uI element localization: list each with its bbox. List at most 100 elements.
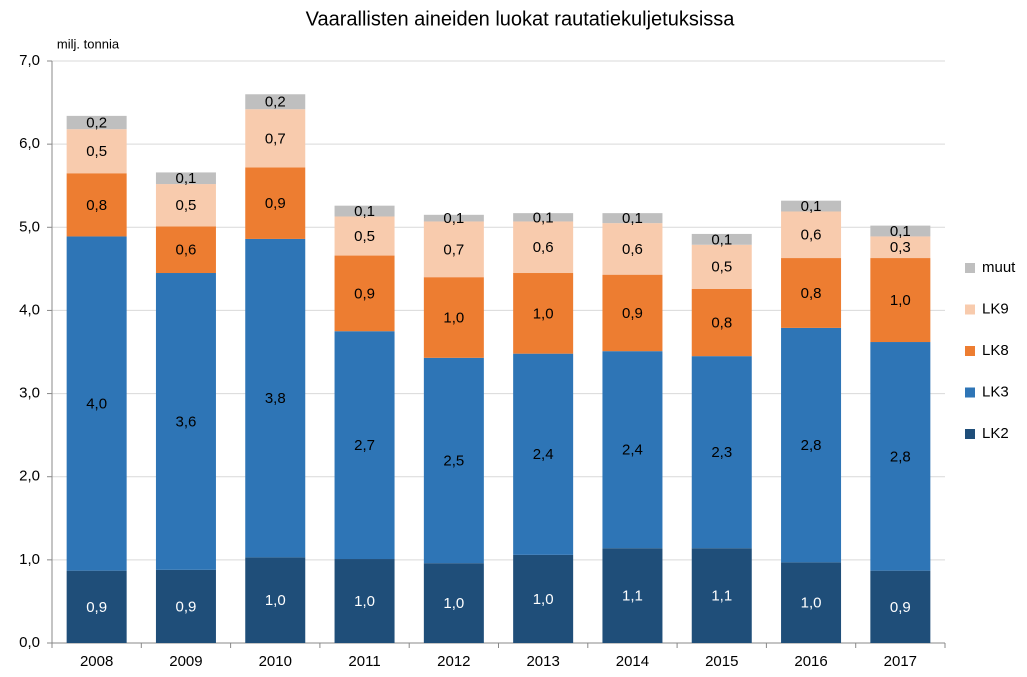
bar-segment (155, 226, 216, 274)
y-tick-label: 3,0 (19, 385, 40, 402)
legend-swatch (965, 346, 975, 356)
bar-segment (870, 342, 931, 571)
y-tick-label: 5,0 (19, 218, 40, 235)
data-label: 2,4 (622, 442, 643, 459)
x-tick-label: 2017 (884, 653, 917, 670)
bar-segment (66, 129, 127, 174)
legend-swatch (965, 304, 975, 315)
bar-segment (602, 213, 663, 224)
chart-title: Vaarallisten aineiden luokat rautatiekul… (306, 8, 736, 30)
data-label: 0,9 (265, 195, 286, 212)
x-tick-label: 2015 (705, 653, 738, 670)
data-label: 1,0 (890, 292, 911, 309)
data-label: 0,1 (801, 198, 822, 215)
data-label: 1,0 (533, 591, 554, 608)
data-label: 1,1 (711, 588, 732, 605)
bar-segment (781, 258, 842, 328)
data-label: 0,1 (354, 203, 375, 220)
data-label: 0,6 (801, 227, 822, 244)
bar-segment (334, 205, 395, 217)
data-label: 0,2 (265, 94, 286, 111)
data-label: 0,9 (622, 305, 643, 322)
bar-segment (513, 353, 574, 555)
data-label: 1,0 (265, 592, 286, 609)
bar-segment (245, 167, 306, 239)
bar-segment (66, 570, 127, 643)
bar-segment (513, 213, 574, 222)
bar-segment (423, 563, 484, 643)
bar-segment (870, 570, 931, 643)
data-label: 0,3 (890, 239, 911, 256)
bar-segment (155, 184, 216, 227)
bar-segment (691, 548, 752, 643)
y-tick-label: 7,0 (19, 52, 40, 69)
data-label: 0,1 (890, 223, 911, 240)
data-label: 1,1 (622, 588, 643, 605)
bar-segment (245, 238, 306, 558)
bar-segment (691, 288, 752, 357)
bar-segment (66, 173, 127, 237)
bar-segment (334, 331, 395, 560)
bar-segment (423, 214, 484, 222)
data-label: 4,0 (86, 396, 107, 413)
data-label: 3,8 (265, 390, 286, 407)
legend-label: muut (982, 259, 1016, 276)
bar-segment (423, 277, 484, 358)
data-label: 0,9 (176, 598, 197, 615)
data-label: 0,9 (354, 285, 375, 302)
bar-segment (334, 216, 395, 256)
y-tick-label: 2,0 (19, 468, 40, 485)
legend-label: LK2 (982, 425, 1009, 442)
data-label: 2,7 (354, 437, 375, 454)
x-tick-label: 2011 (348, 653, 380, 670)
x-tick-label: 2013 (526, 653, 559, 670)
y-tick-label: 1,0 (19, 551, 40, 568)
data-label: 0,6 (622, 241, 643, 258)
data-label: 1,0 (533, 305, 554, 322)
bar-segment (513, 273, 574, 354)
data-label: 1,0 (354, 593, 375, 610)
bar-segment (602, 548, 663, 643)
bar-segment (870, 258, 931, 343)
bar-segment (423, 221, 484, 278)
bar-segment (245, 557, 306, 643)
data-label: 0,8 (801, 285, 822, 302)
bar-segment (781, 327, 842, 563)
data-label: 0,5 (711, 259, 732, 276)
bar-segment (602, 223, 663, 275)
y-tick-label: 0,0 (19, 634, 40, 651)
x-tick-label: 2012 (437, 653, 470, 670)
bar-segment (691, 233, 752, 245)
data-label: 1,0 (443, 595, 464, 612)
bar-segment (781, 562, 842, 643)
bar-segment (691, 244, 752, 289)
bar-segment (334, 559, 395, 643)
bar-segment (781, 211, 842, 259)
legend-label: LK3 (982, 383, 1009, 400)
data-label: 0,2 (86, 114, 107, 131)
y-axis-label: milj. tonnia (57, 36, 120, 51)
x-tick-label: 2010 (259, 653, 292, 670)
legend-swatch (965, 263, 975, 273)
legend-label: LK8 (982, 342, 1009, 359)
bar-segment (870, 225, 931, 237)
bar-segment (245, 109, 306, 168)
data-label: 0,9 (86, 599, 107, 616)
data-label: 0,1 (176, 170, 197, 187)
bar-segment (245, 94, 306, 110)
data-label: 3,6 (176, 413, 197, 430)
x-tick-label: 2016 (794, 653, 827, 670)
data-label: 0,5 (354, 228, 375, 245)
data-label: 0,7 (265, 130, 286, 147)
legend-label: LK9 (982, 300, 1009, 317)
data-label: 2,3 (711, 444, 732, 461)
bar-segment (155, 569, 216, 643)
data-label: 0,5 (86, 143, 107, 160)
data-label: 0,7 (443, 241, 464, 258)
bar-segment (781, 200, 842, 212)
y-tick-label: 4,0 (19, 301, 40, 318)
legend-swatch (965, 429, 975, 439)
bar-segment (155, 172, 216, 185)
data-label: 0,5 (176, 197, 197, 214)
